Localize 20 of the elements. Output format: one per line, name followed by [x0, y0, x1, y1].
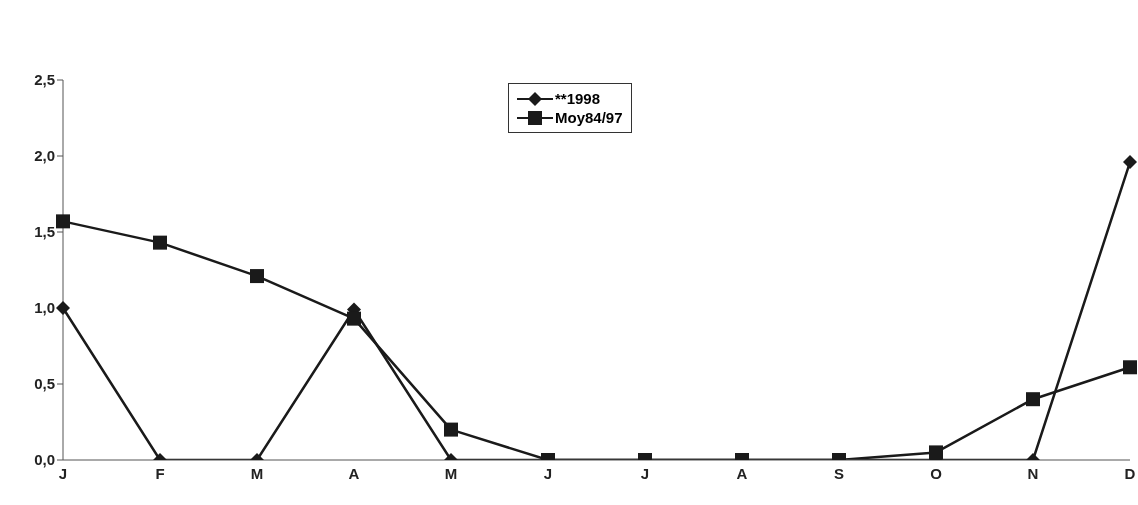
x-tick-label: A: [736, 464, 748, 482]
y-tick-label: 1,5: [34, 223, 55, 241]
x-tick-label: D: [1124, 464, 1136, 482]
x-tick-label: S: [833, 464, 845, 482]
x-tick-label: N: [1027, 464, 1039, 482]
x-tick-label: A: [348, 464, 360, 482]
x-tick-label: J: [543, 464, 553, 482]
legend-label: Moy84/97: [555, 109, 623, 126]
x-tick-label: M: [444, 464, 458, 482]
x-tick-label: J: [58, 464, 68, 482]
x-tick-label: M: [250, 464, 264, 482]
y-tick-label: 2,5: [34, 71, 55, 89]
y-tick-label: 1,0: [34, 299, 55, 317]
legend-label: **1998: [555, 90, 601, 107]
x-tick-label: O: [930, 464, 943, 482]
y-tick-label: 0,0: [34, 451, 55, 469]
x-tick-label: F: [155, 464, 165, 482]
y-tick-label: 2,0: [34, 147, 55, 165]
x-tick-label: J: [640, 464, 650, 482]
y-tick-label: 0,5: [34, 375, 55, 393]
